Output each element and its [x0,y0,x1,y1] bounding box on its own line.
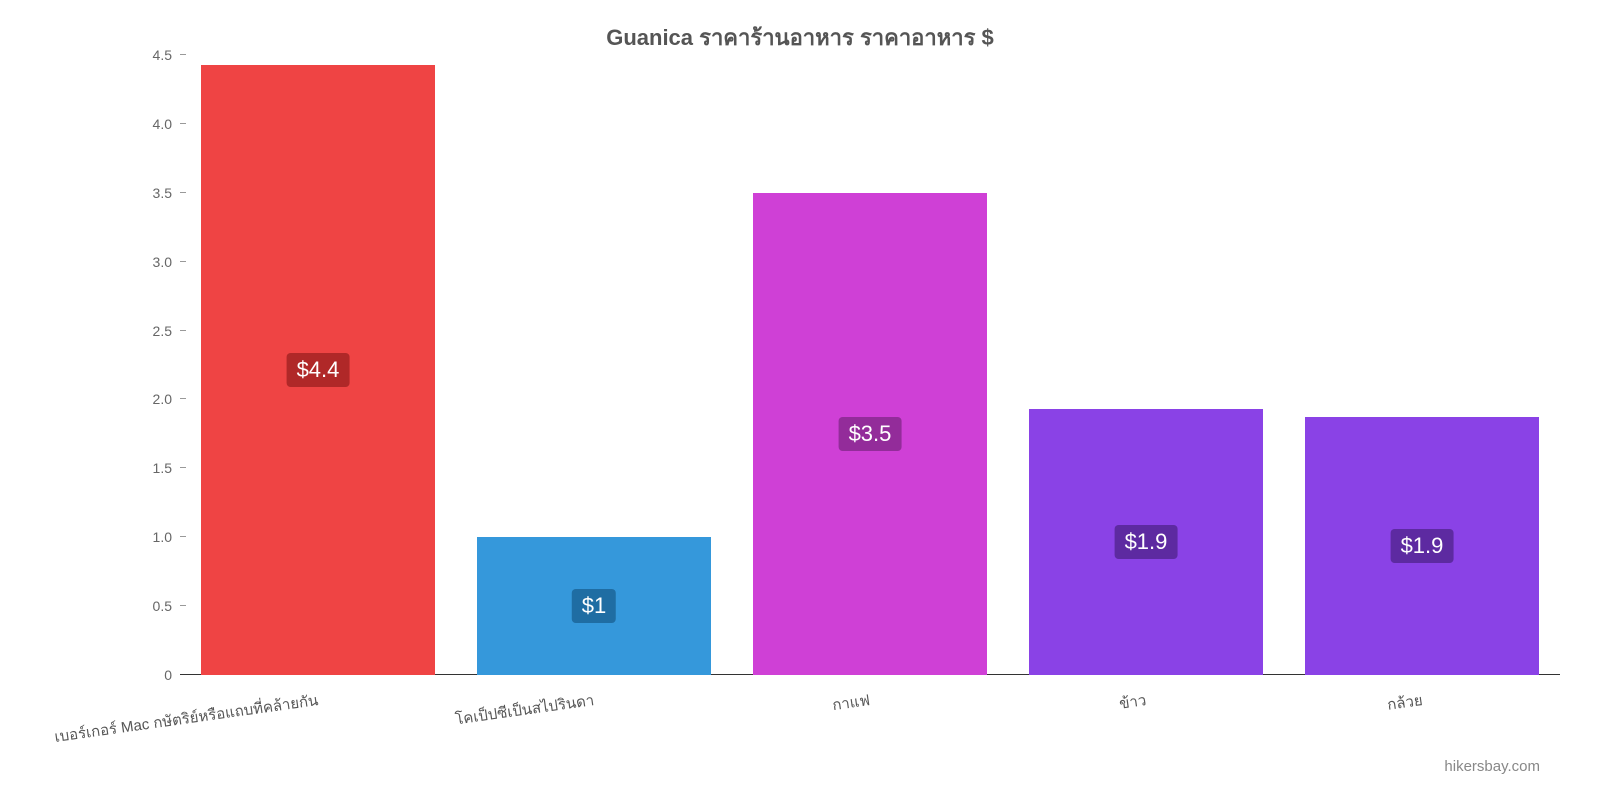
ytick-label: 0 [164,667,172,683]
ytick-label: 0.5 [153,598,172,614]
bar-slot: $1 [456,55,732,675]
ytick-label: 4.5 [153,47,172,63]
y-axis: 00.51.01.52.02.53.03.54.04.5 [120,55,180,675]
bar-slot: $3.5 [732,55,1008,675]
bar: $3.5 [753,193,988,675]
x-axis-labels: เบอร์เกอร์ Mac กษัตริย์หรือแถบที่คล้ายกั… [180,680,1560,760]
bar: $1.9 [1029,409,1264,675]
xtick-label: กล้วย [1385,688,1423,717]
ytick-label: 3.0 [153,254,172,270]
ytick-label: 1.0 [153,529,172,545]
xtick-label: ข้าว [1117,688,1147,716]
xtick-label: กาแฟ [831,688,872,717]
bar-value-label: $1.9 [1115,525,1178,559]
ytick-label: 3.5 [153,185,172,201]
ytick-label: 4.0 [153,116,172,132]
chart-title: Guanica ราคาร้านอาหาร ราคาอาหาร $ [0,20,1600,55]
ytick-label: 1.5 [153,460,172,476]
attribution-text: hikersbay.com [1444,758,1540,775]
bar: $1 [477,537,712,675]
xtick-label: โคเป็ปซีเป็นสไปรินดา [454,688,596,731]
bar-value-label: $4.4 [287,353,350,387]
bar-slot: $1.9 [1008,55,1284,675]
bar-slot: $4.4 [180,55,456,675]
bar-value-label: $1 [572,589,616,623]
ytick-label: 2.0 [153,391,172,407]
bars-container: $4.4 $1 $3.5 $1.9 $1.9 [180,55,1560,675]
bar-value-label: $3.5 [839,417,902,451]
bar: $4.4 [201,65,436,675]
bar-slot: $1.9 [1284,55,1560,675]
xtick-label: เบอร์เกอร์ Mac กษัตริย์หรือแถบที่คล้ายกั… [53,688,320,749]
bar-value-label: $1.9 [1391,529,1454,563]
bar: $1.9 [1305,417,1540,675]
ytick-label: 2.5 [153,323,172,339]
plot-area: 00.51.01.52.02.53.03.54.04.5 $4.4$1$3.5$… [120,55,1560,675]
